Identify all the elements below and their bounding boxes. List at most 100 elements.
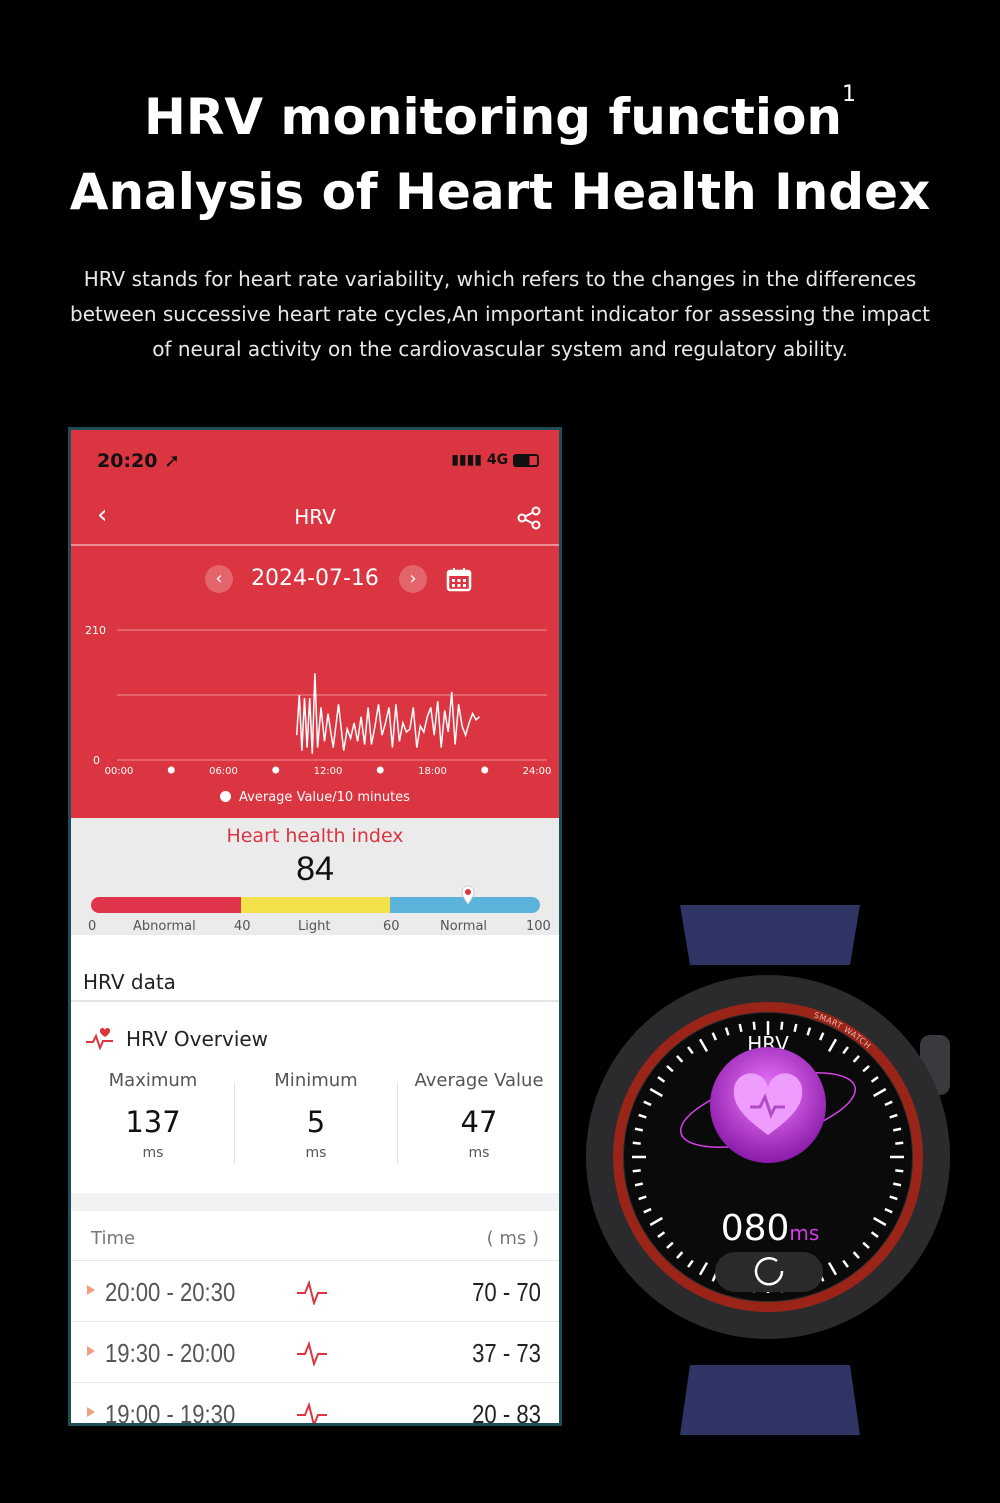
dial-tick: [892, 1127, 902, 1132]
table-row[interactable]: 19:30 - 20:00 37 - 73: [71, 1321, 559, 1382]
health-index-value: 84: [296, 850, 334, 888]
x-tick-label: 18:00: [418, 766, 447, 777]
dial-tick: [884, 1100, 893, 1107]
dial-tick: [862, 1241, 870, 1249]
dial-tick: [892, 1182, 902, 1187]
watch-value: 080: [721, 1208, 790, 1249]
dial-tick: [752, 1021, 756, 1030]
dial-tick: [698, 1038, 709, 1052]
dial-tick: [884, 1207, 893, 1214]
scale-40: 40: [234, 919, 251, 934]
dial-tick: [643, 1207, 652, 1214]
dial-tick: [711, 1032, 718, 1041]
dial-tick: [738, 1023, 743, 1033]
row-range: 70 - 70: [472, 1277, 541, 1307]
section-gap: [71, 1193, 559, 1211]
scale-60: 60: [383, 919, 400, 934]
date-label: 2024-07-16: [251, 566, 379, 591]
dial-tick: [638, 1195, 647, 1201]
back-button[interactable]: ‹: [97, 500, 108, 530]
dial-tick: [889, 1195, 898, 1201]
health-index-panel: [71, 818, 559, 935]
dial-tick: [873, 1216, 887, 1227]
zone-normal-label: Normal: [440, 919, 488, 934]
dial-tick: [780, 1021, 784, 1030]
col-time: Time: [91, 1228, 136, 1249]
scale-0: 0: [88, 919, 97, 934]
dial-tick: [698, 1262, 709, 1276]
dial-tick: [870, 1076, 879, 1083]
dial-tick: [649, 1087, 663, 1098]
status-time: 20:20 ➚: [97, 450, 181, 472]
dial-tick: [842, 1259, 849, 1268]
dial-tick: [666, 1065, 674, 1073]
refresh-icon: [754, 1257, 784, 1286]
row-time: 19:00 - 19:30: [105, 1399, 236, 1426]
dial-tick: [687, 1259, 694, 1268]
header-area: 20:20 ➚ ▮▮▮▮ 4G ‹ HRV ‹ 2024-07-16 › 210…: [71, 430, 559, 818]
dial-tick: [806, 1027, 812, 1036]
zone-light-label: Light: [298, 919, 331, 934]
y-tick-label: 210: [85, 624, 106, 637]
dial-tick: [842, 1046, 849, 1055]
x-tick-label: 12:00: [314, 766, 343, 777]
dial-tick: [895, 1141, 904, 1145]
dial-tick: [687, 1046, 694, 1055]
stat-divider: [234, 1082, 235, 1164]
table-row[interactable]: 20:00 - 20:30 70 - 70: [71, 1260, 559, 1321]
dial-tick: [895, 1169, 904, 1173]
watch-strap: [680, 905, 860, 1435]
zone-abnormal-label: Abnormal: [133, 919, 196, 934]
chart-legend: Average Value/10 minutes: [71, 790, 559, 805]
pulse-icon: [297, 1401, 327, 1423]
share-icon[interactable]: [517, 506, 541, 530]
row-range: 37 - 73: [472, 1338, 541, 1368]
overview-title: HRV Overview: [126, 1027, 269, 1051]
dial-tick: [649, 1216, 663, 1227]
page-title: HRV: [294, 505, 336, 529]
x-tick-label: 24:00: [523, 766, 552, 777]
description: HRV stands for heart rate variability, w…: [70, 267, 930, 361]
headline-line2: Analysis of Heart Health Index: [69, 163, 931, 221]
x-tick-dot: [376, 766, 384, 774]
calendar-icon[interactable]: [446, 566, 472, 592]
signal-icon: ▮▮▮▮: [451, 452, 483, 468]
index-marker-icon: [461, 885, 475, 905]
pulse-icon: [297, 1279, 327, 1305]
next-date-button[interactable]: ›: [399, 565, 427, 593]
table-row[interactable]: 19:00 - 19:30 20 - 83: [71, 1382, 559, 1426]
refresh-button: [715, 1252, 823, 1292]
row-time: 19:30 - 20:00: [105, 1338, 236, 1368]
row-range: 20 - 83: [472, 1399, 541, 1426]
stat-average: Average Value 47 ms: [414, 1070, 544, 1161]
divider: [71, 1000, 559, 1002]
status-icons: ▮▮▮▮ 4G: [451, 452, 539, 468]
stat-maximum: Maximum 137 ms: [108, 1070, 198, 1161]
zone-normal-bar: [390, 897, 540, 913]
zone-abnormal-bar: [91, 897, 241, 913]
dial-tick: [657, 1076, 666, 1083]
x-tick-dot: [481, 766, 489, 774]
dial-tick: [638, 1113, 647, 1119]
expand-triangle-icon: [87, 1285, 95, 1295]
heart-pulse-icon: [86, 1028, 113, 1051]
hrv-line: [295, 673, 480, 754]
dial-tick: [657, 1231, 666, 1238]
prev-date-button[interactable]: ‹: [205, 565, 233, 593]
expand-triangle-icon: [87, 1346, 95, 1356]
dial-tick: [852, 1251, 860, 1259]
y-tick-label: 0: [93, 754, 100, 767]
dial-tick: [873, 1087, 887, 1098]
x-tick-label: 06:00: [209, 766, 238, 777]
watch-unit: ms: [789, 1221, 819, 1245]
dial-tick: [724, 1027, 730, 1036]
stat-minimum: Minimum 5 ms: [274, 1070, 358, 1161]
battery-icon: [513, 453, 539, 467]
expand-triangle-icon: [87, 1407, 95, 1417]
row-time: 20:00 - 20:30: [105, 1277, 236, 1307]
svg-text:080ms: 080ms: [721, 1208, 820, 1249]
dial-tick: [666, 1241, 674, 1249]
dial-tick: [870, 1231, 879, 1238]
dial-tick: [676, 1251, 684, 1259]
smartwatch-image: SMART WATCH HRV 080ms: [586, 905, 950, 1435]
